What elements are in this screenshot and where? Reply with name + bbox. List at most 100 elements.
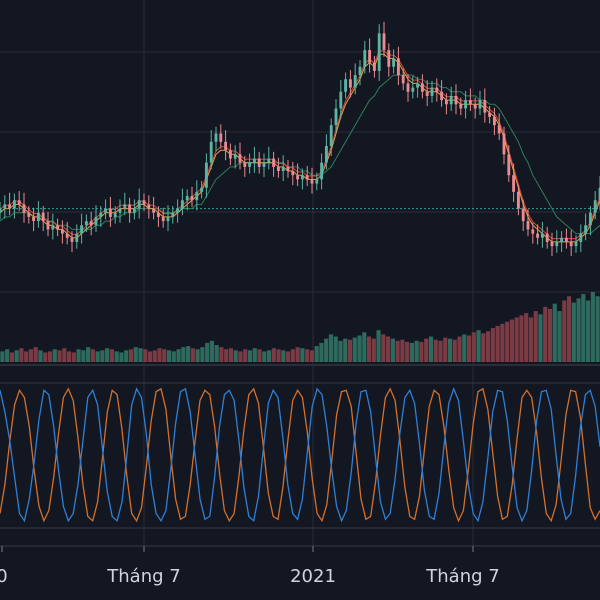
volume-bar-10 xyxy=(47,351,53,362)
candle-body-6 xyxy=(27,212,31,217)
candle-body-75 xyxy=(358,66,362,76)
volume-bar-11 xyxy=(52,349,57,362)
oscillator-blue-line xyxy=(0,386,600,523)
candle-body-78 xyxy=(372,62,376,71)
candle-body-12 xyxy=(56,225,60,230)
volume-bar-24 xyxy=(114,351,119,362)
candle-body-42 xyxy=(200,187,204,192)
volume-bar-91 xyxy=(433,339,438,362)
volume-bar-93 xyxy=(443,337,448,362)
volume-bar-117 xyxy=(557,311,562,362)
volume-bar-96 xyxy=(457,336,462,362)
volume-bar-90 xyxy=(428,336,434,362)
candle-body-67 xyxy=(320,162,324,180)
candle-body-90 xyxy=(430,87,434,96)
volume-bar-61 xyxy=(290,349,295,362)
candle-body-40 xyxy=(190,196,194,201)
candle-body-112 xyxy=(536,233,540,238)
candle-body-82 xyxy=(392,58,396,67)
volume-bar-112 xyxy=(533,311,538,362)
volume-bar-70 xyxy=(333,336,338,362)
volume-bar-50 xyxy=(238,351,243,362)
candle-body-123 xyxy=(588,212,592,226)
volume-bar-87 xyxy=(414,340,419,362)
candle-body-20 xyxy=(94,216,98,226)
candle-body-14 xyxy=(65,233,69,238)
candle-body-0 xyxy=(0,208,2,213)
volume-bar-78 xyxy=(371,338,376,362)
candle-body-124 xyxy=(593,200,597,213)
candle-body-116 xyxy=(555,241,559,247)
candle-body-101 xyxy=(483,100,487,113)
volume-bar-35 xyxy=(166,350,172,362)
volume-bar-41 xyxy=(195,349,200,362)
candle-body-26 xyxy=(123,204,127,209)
candle-body-18 xyxy=(84,221,88,226)
volume-bar-33 xyxy=(157,348,162,362)
candle-body-113 xyxy=(540,233,544,238)
candle-body-105 xyxy=(502,133,506,155)
candle-body-96 xyxy=(459,104,463,109)
candle-body-85 xyxy=(406,83,410,92)
candle-body-94 xyxy=(449,95,453,105)
candle-body-65 xyxy=(310,179,314,184)
candle-body-32 xyxy=(152,208,156,213)
ma-slow-line xyxy=(0,74,600,235)
candle-body-62 xyxy=(296,175,300,180)
volume-bar-64 xyxy=(305,349,310,362)
candle-body-27 xyxy=(128,204,132,213)
volume-bar-17 xyxy=(81,350,86,362)
volume-bar-21 xyxy=(100,350,105,362)
x-tick-label-0: 0 xyxy=(0,566,8,587)
candle-body-72 xyxy=(344,79,348,92)
volume-bar-122 xyxy=(581,294,586,362)
volume-bar-115 xyxy=(547,308,553,362)
ma-fast-line xyxy=(0,53,600,243)
volume-bar-77 xyxy=(366,336,372,362)
candle-body-91 xyxy=(435,87,439,92)
candle-body-55 xyxy=(262,162,266,167)
candle-body-118 xyxy=(564,237,568,242)
volume-bar-58 xyxy=(276,349,281,362)
volume-bar-69 xyxy=(328,334,334,362)
candle-body-33 xyxy=(156,212,160,217)
volume-bar-103 xyxy=(490,328,495,362)
volume-bar-38 xyxy=(181,347,186,362)
candle-body-121 xyxy=(579,233,583,242)
volume-bar-79 xyxy=(376,330,381,362)
candle-body-43 xyxy=(204,162,208,188)
volume-bar-6 xyxy=(28,349,34,362)
volume-bar-99 xyxy=(471,332,476,362)
candle-body-66 xyxy=(315,179,319,184)
volume-bar-121 xyxy=(576,298,581,362)
candle-body-107 xyxy=(512,175,516,192)
volume-bar-39 xyxy=(186,346,191,362)
candle-body-59 xyxy=(281,166,285,172)
volume-bar-19 xyxy=(90,349,95,362)
volume-bar-54 xyxy=(257,349,262,362)
candle-body-38 xyxy=(180,200,184,209)
candle-body-79 xyxy=(377,33,381,71)
volume-bar-43 xyxy=(205,342,210,362)
volume-bar-73 xyxy=(347,339,353,362)
candle-body-76 xyxy=(363,50,367,67)
volume-bar-74 xyxy=(352,337,357,362)
volume-bar-8 xyxy=(38,350,43,362)
volume-bar-18 xyxy=(86,347,91,362)
candle-body-73 xyxy=(348,79,352,88)
volume-bar-47 xyxy=(224,349,229,362)
candle-body-17 xyxy=(80,225,84,234)
candle-body-41 xyxy=(195,191,199,201)
volume-bar-40 xyxy=(190,348,195,362)
volume-bar-125 xyxy=(595,296,600,362)
candle-body-95 xyxy=(454,95,458,105)
candle-body-24 xyxy=(113,212,117,217)
volume-bar-49 xyxy=(233,350,238,362)
volume-bar-1 xyxy=(5,349,10,362)
candle-body-19 xyxy=(89,221,93,226)
candle-body-99 xyxy=(473,104,477,109)
volume-bar-14 xyxy=(66,351,72,362)
volume-bar-65 xyxy=(309,350,314,362)
candle-body-2 xyxy=(8,204,12,209)
